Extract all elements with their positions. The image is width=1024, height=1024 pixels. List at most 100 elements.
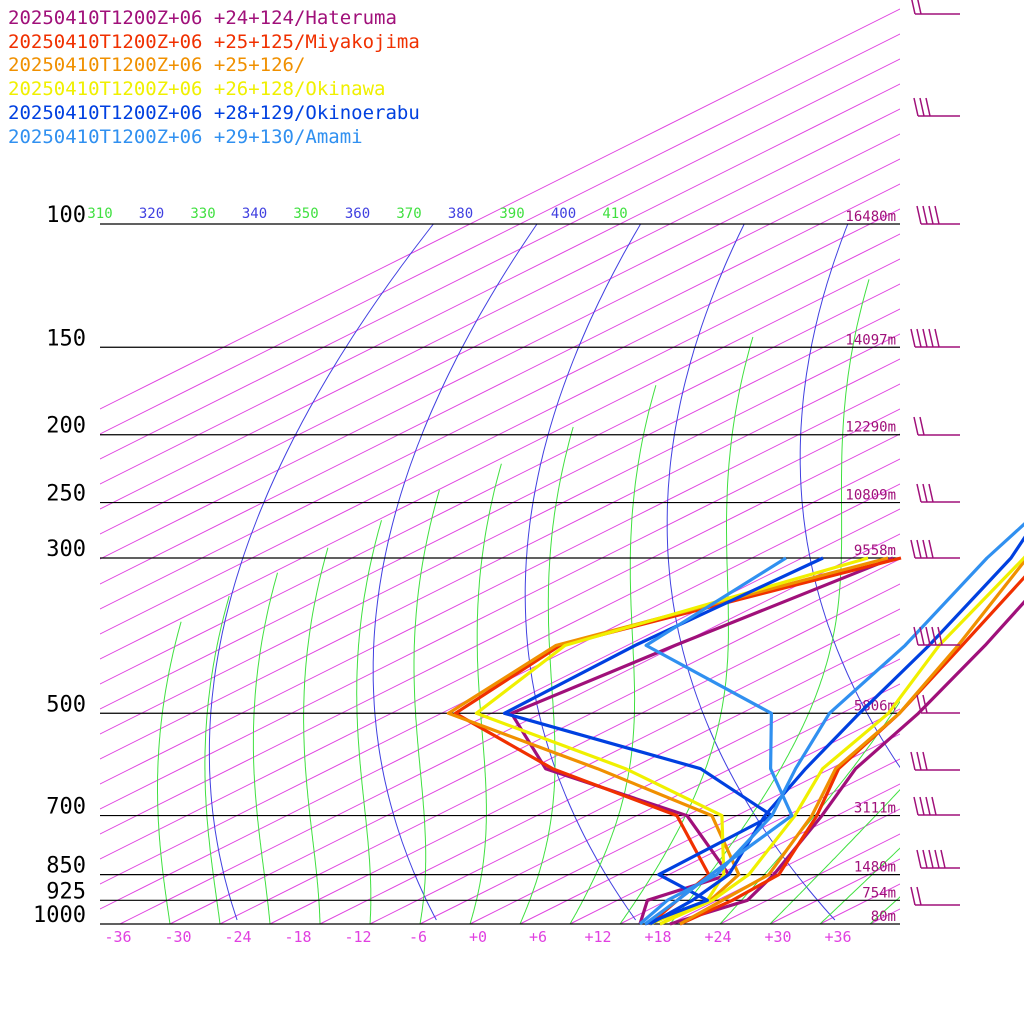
isotherm-line <box>100 258 900 660</box>
moist-adiabat <box>669 279 870 924</box>
wind-barb <box>913 97 960 117</box>
wind-barb <box>911 0 960 15</box>
isotherm-line <box>569 758 900 924</box>
pressure-label-850: 850 <box>46 854 86 879</box>
x-tick-label: +24 <box>704 928 731 946</box>
height-label-300: 9558m <box>854 543 896 559</box>
dry-adiabat <box>208 224 434 921</box>
x-tick-label: -24 <box>224 928 251 946</box>
x-tick-label: +18 <box>644 928 671 946</box>
theta-label: 390 <box>499 206 524 222</box>
series-4-dewpoint-line <box>502 556 824 926</box>
isotherm-line <box>970 0 1024 924</box>
dry-adiabats <box>208 224 900 921</box>
legend-entry-amami: 20250410T1200Z+06 +29+130/Amami <box>8 126 363 148</box>
wind-barb <box>916 694 960 714</box>
pressure-label-100: 100 <box>46 203 86 228</box>
theta-label: 410 <box>602 206 627 222</box>
height-label-850: 1480m <box>854 860 896 876</box>
theta-labels: 310 320 330 340 350 360 370 380 390 400 410 <box>87 206 627 222</box>
x-tick-label: +0 <box>469 928 487 946</box>
x-tick-label: +12 <box>584 928 611 946</box>
height-label-100: 16480m <box>845 209 896 225</box>
isotherm-line <box>519 733 900 924</box>
x-tick-label: -36 <box>104 928 131 946</box>
moist-adiabat <box>869 896 900 924</box>
moist-adiabat <box>204 595 230 924</box>
wind-barb <box>913 796 960 816</box>
isotherm-line <box>469 708 900 924</box>
isotherm-line <box>100 283 900 685</box>
x-tick-label: +30 <box>764 928 791 946</box>
isotherm-line <box>100 233 900 635</box>
wind-barb <box>916 849 960 869</box>
legend-entry-okinoerabu: 20250410T1200Z+06 +28+129/Okinoerabu <box>8 102 420 124</box>
wind-barb <box>916 205 960 225</box>
x-tick-label: -18 <box>284 928 311 946</box>
series-2-dewpoint-line <box>446 556 889 926</box>
sounding-series <box>446 522 1024 926</box>
isotherm-line <box>100 383 900 785</box>
isotherm-line <box>100 33 900 435</box>
isotherm-line <box>369 658 900 924</box>
moist-adiabats <box>157 279 900 924</box>
theta-label: 330 <box>190 206 215 222</box>
legend: 20250410T1200Z+06 +24+124/Hateruma 20250… <box>8 7 420 148</box>
isotherm-line <box>100 483 900 885</box>
isotherm-line <box>100 508 900 910</box>
moist-adiabat <box>356 520 382 924</box>
isotherm-line <box>169 558 900 924</box>
x-tick-label: -12 <box>344 928 371 946</box>
moist-adiabat <box>469 463 502 924</box>
isotherm-line <box>219 583 900 924</box>
isotherm-line <box>619 783 900 924</box>
moist-adiabat <box>569 385 657 924</box>
pressure-label-500: 500 <box>46 692 86 717</box>
isotherm-line <box>100 208 900 610</box>
isotherm-line <box>100 83 900 485</box>
isotherm-line <box>819 883 900 924</box>
wind-barb <box>910 539 960 559</box>
legend-entry-hateruma: 20250410T1200Z+06 +24+124/Hateruma <box>8 7 397 29</box>
moist-adiabat <box>252 572 278 924</box>
theta-label: 400 <box>551 206 576 222</box>
theta-label: 310 <box>87 206 112 222</box>
isotherm-line <box>419 683 900 924</box>
isotherm-line <box>100 108 900 510</box>
dry-adiabat <box>666 224 836 921</box>
series-5-temperature-line <box>638 522 1024 926</box>
wind-barbs <box>910 0 960 906</box>
wind-barb <box>910 751 960 771</box>
theta-label: 370 <box>396 206 421 222</box>
isotherm-line <box>100 433 900 835</box>
theta-label: 320 <box>139 206 164 222</box>
wind-barb <box>910 886 960 906</box>
moist-adiabat <box>157 621 182 924</box>
isotherm-line <box>100 358 900 760</box>
isotherm-line <box>100 308 900 710</box>
moist-adiabat <box>519 426 574 924</box>
isotherm-line <box>100 183 900 585</box>
height-label-925: 754m <box>862 885 896 901</box>
height-label-250: 10809m <box>845 488 896 504</box>
x-tick-label: +36 <box>824 928 851 946</box>
series-3-dewpoint-line <box>474 556 869 926</box>
isotherm-line <box>920 0 1024 924</box>
isotherm-line <box>719 833 900 924</box>
isotherm-line <box>269 608 900 924</box>
height-label-1000: 80m <box>871 909 896 925</box>
isotherm-line <box>1020 0 1024 924</box>
pressure-label-925: 925 <box>46 879 86 904</box>
x-tick-label: +6 <box>529 928 547 946</box>
x-tick-labels: -36 -30 -24 -18 -12 -6 +0 +6 +12 +18 +24 +30 +36 <box>104 928 851 946</box>
theta-label: 340 <box>242 206 267 222</box>
wind-barb <box>913 626 960 646</box>
pressure-label-250: 250 <box>46 482 86 507</box>
isobars: 100 16480m 150 14097m 200 12290m 250 10809m 300 9… <box>33 203 900 928</box>
series-0-temperature-line <box>669 599 1024 926</box>
x-tick-label: -30 <box>164 928 191 946</box>
isotherm-line <box>119 533 900 924</box>
isotherm-line <box>100 333 900 735</box>
wind-barb <box>913 416 960 436</box>
